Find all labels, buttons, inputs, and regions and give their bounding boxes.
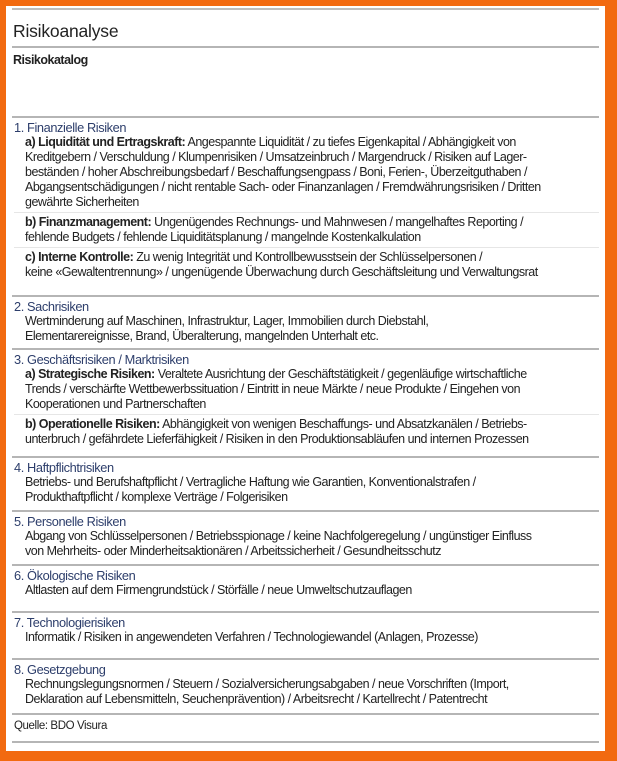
- text-line: Betriebs- und Berufshaftpflicht / Vertra…: [25, 475, 599, 490]
- item-text: Betriebs- und Berufshaftpflicht / Vertra…: [25, 475, 476, 489]
- text-line: fehlende Budgets / fehlende Liquiditätsp…: [25, 230, 599, 245]
- page-title: Risikoanalyse: [13, 21, 119, 41]
- text-line: von Mehrheits- oder Minderheitsaktionäre…: [25, 544, 599, 559]
- risk-item: Altlasten auf dem Firmengrundstück / Stö…: [14, 583, 599, 600]
- section-heading: 7. Technologierisiken: [14, 615, 125, 630]
- section-heading: 3. Geschäftsrisiken / Marktrisiken: [14, 352, 189, 367]
- risk-section: 5. Personelle Risiken Abgang von Schlüsse…: [12, 512, 599, 566]
- text-line: Abgang von Schlüsselpersonen / Betriebss…: [25, 529, 599, 544]
- item-label: a) Strategische Risiken:: [25, 367, 155, 381]
- risk-catalog: 1. Finanzielle Risiken a) Liquidität und …: [12, 118, 599, 715]
- item-text: Altlasten auf dem Firmengrundstück / Stö…: [25, 583, 412, 597]
- source-note: Quelle: BDO Visura: [14, 720, 107, 732]
- section-heading: 1. Finanzielle Risiken: [14, 120, 127, 135]
- risk-item: b) Operationelle Risiken: Abhängigkeit v…: [14, 414, 599, 449]
- section-heading: 6. Ökologische Risiken: [14, 568, 136, 583]
- risk-item: Rechnungslegungsnormen / Steuern / Sozia…: [14, 677, 599, 709]
- section-heading: 4. Haftpflichtrisiken: [14, 460, 114, 475]
- title-divider: [12, 46, 599, 48]
- item-text: unterbruch / gefährdete Lieferfähigkeit …: [25, 432, 529, 446]
- item-text: keine «Gewaltentrennung» / ungenügende Ü…: [25, 265, 538, 279]
- item-text: Veraltete Ausrichtung der Geschäftstätig…: [157, 367, 527, 381]
- text-line: a) Strategische Risiken: Veraltete Ausri…: [25, 367, 599, 382]
- item-text: gewährte Sicherheiten: [25, 195, 139, 209]
- risk-item: Abgang von Schlüsselpersonen / Betriebss…: [14, 529, 599, 561]
- text-line: Produkthaftpflicht / komplexe Verträge /…: [25, 490, 599, 505]
- subtitle-divider: [12, 116, 599, 118]
- risk-item: Betriebs- und Berufshaftpflicht / Vertra…: [14, 475, 599, 507]
- risk-item: Wertminderung auf Maschinen, Infrastrukt…: [14, 314, 599, 346]
- item-text: Abgangsentschädigungen / nicht rentable …: [25, 180, 541, 194]
- text-line: keine «Gewaltentrennung» / ungenügende Ü…: [25, 265, 599, 280]
- text-line: Kreditgebern / Verschuldung / Klumpenris…: [25, 150, 599, 165]
- risk-section: 6. Ökologische Risiken Altlasten auf dem …: [12, 566, 599, 613]
- item-text: Kooperationen und Partnerschaften: [25, 397, 206, 411]
- text-line: Trends / verschärfte Wettbewerbssituatio…: [25, 382, 599, 397]
- text-line: c) Interne Kontrolle: Zu wenig Integritä…: [25, 250, 599, 265]
- item-label: b) Operationelle Risiken:: [25, 417, 160, 431]
- text-line: Elementarereignisse, Brand, Überalterung…: [25, 329, 599, 344]
- risk-section: 7. Technologierisiken Informatik / Risike…: [12, 613, 599, 660]
- item-text: Trends / verschärfte Wettbewerbssituatio…: [25, 382, 521, 396]
- risk-item: b) Finanzmanagement: Ungenügendes Rechnu…: [14, 212, 599, 247]
- text-line: Wertminderung auf Maschinen, Infrastrukt…: [25, 314, 599, 329]
- item-text: Rechnungslegungsnormen / Steuern / Sozia…: [25, 677, 509, 691]
- text-line: Informatik / Risiken in angewendeten Ver…: [25, 630, 599, 645]
- item-text: beständen / hoher Abschreibungsbedarf / …: [25, 165, 527, 179]
- item-text: Kreditgebern / Verschuldung / Klumpenris…: [25, 150, 527, 164]
- item-text: Elementarereignisse, Brand, Überalterung…: [25, 329, 379, 343]
- page-subtitle: Risikokatalog: [13, 53, 88, 67]
- text-line: Kooperationen und Partnerschaften: [25, 397, 599, 412]
- text-line: Rechnungslegungsnormen / Steuern / Sozia…: [25, 677, 599, 692]
- item-text: Abgang von Schlüsselpersonen / Betriebss…: [25, 529, 532, 543]
- item-text: Ungenügendes Rechnungs- und Mahnwesen / …: [154, 215, 524, 229]
- item-label: a) Liquidität und Ertragskraft:: [25, 135, 186, 149]
- item-text: Produkthaftpflicht / komplexe Verträge /…: [25, 490, 288, 504]
- section-heading: 8. Gesetzgebung: [14, 662, 106, 677]
- item-text: Wertminderung auf Maschinen, Infrastrukt…: [25, 314, 429, 328]
- text-line: beständen / hoher Abschreibungsbedarf / …: [25, 165, 599, 180]
- item-text: Deklaration auf Lebensmitteln, Seuchenpr…: [25, 692, 488, 706]
- item-text: Abhängigkeit von wenigen Beschaffungs- u…: [162, 417, 527, 431]
- risk-section: 3. Geschäftsrisiken / Marktrisiken a) Str…: [12, 350, 599, 458]
- risk-item: c) Interne Kontrolle: Zu wenig Integritä…: [14, 247, 599, 282]
- text-line: Altlasten auf dem Firmengrundstück / Stö…: [25, 583, 599, 598]
- risk-item: a) Liquidität und Ertragskraft: Angespan…: [14, 135, 599, 212]
- item-label: b) Finanzmanagement:: [25, 215, 152, 229]
- risk-section: 1. Finanzielle Risiken a) Liquidität und …: [12, 118, 599, 297]
- item-text: Informatik / Risiken in angewendeten Ver…: [25, 630, 478, 644]
- text-line: unterbruch / gefährdete Lieferfähigkeit …: [25, 432, 599, 447]
- document-page: Risikoanalyse Risikokatalog 1. Finanziel…: [6, 6, 605, 751]
- content-flow: 1. Finanzielle Risiken a) Liquidität und …: [12, 118, 599, 743]
- bottom-divider: [12, 741, 599, 743]
- item-text: von Mehrheits- oder Minderheitsaktionäre…: [25, 544, 441, 558]
- text-line: b) Operationelle Risiken: Abhängigkeit v…: [25, 417, 599, 432]
- risk-section: 8. Gesetzgebung Rechnungslegungsnormen / …: [12, 660, 599, 715]
- text-line: Deklaration auf Lebensmitteln, Seuchenpr…: [25, 692, 599, 707]
- item-text: Angespannte Liquidität / zu tiefes Eigen…: [187, 135, 517, 149]
- text-line: b) Finanzmanagement: Ungenügendes Rechnu…: [25, 215, 599, 230]
- top-divider: [12, 8, 599, 10]
- section-heading: 2. Sachrisiken: [14, 299, 89, 314]
- text-line: Abgangsentschädigungen / nicht rentable …: [25, 180, 599, 195]
- item-text: fehlende Budgets / fehlende Liquiditätsp…: [25, 230, 421, 244]
- text-line: gewährte Sicherheiten: [25, 195, 599, 210]
- section-heading: 5. Personelle Risiken: [14, 514, 126, 529]
- risk-item: a) Strategische Risiken: Veraltete Ausri…: [14, 367, 599, 414]
- item-label: c) Interne Kontrolle:: [25, 250, 134, 264]
- item-text: Zu wenig Integrität und Kontrollbewussts…: [136, 250, 483, 264]
- text-line: a) Liquidität und Ertragskraft: Angespan…: [25, 135, 599, 150]
- risk-section: 4. Haftpflichtrisiken Betriebs- und Beruf…: [12, 458, 599, 512]
- risk-section: 2. Sachrisiken Wertminderung auf Maschine…: [12, 297, 599, 350]
- risk-item: Informatik / Risiken in angewendeten Ver…: [14, 630, 599, 647]
